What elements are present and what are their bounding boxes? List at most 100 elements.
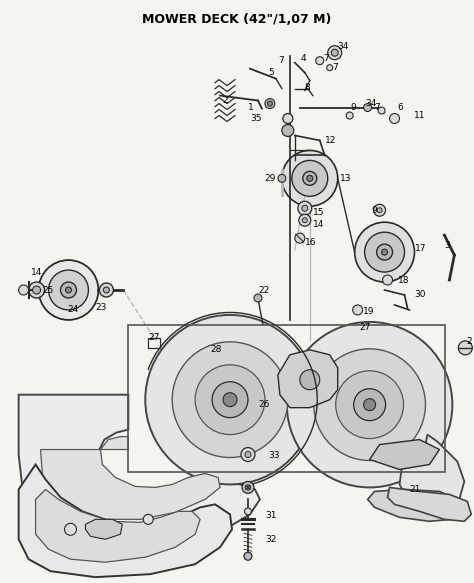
Circle shape xyxy=(65,287,72,293)
Circle shape xyxy=(364,399,375,410)
Circle shape xyxy=(195,365,265,434)
Polygon shape xyxy=(400,434,465,510)
Circle shape xyxy=(295,233,305,243)
Circle shape xyxy=(292,160,328,196)
Polygon shape xyxy=(85,519,122,539)
Text: 1: 1 xyxy=(248,103,254,112)
Circle shape xyxy=(364,104,372,111)
Circle shape xyxy=(378,107,385,114)
Circle shape xyxy=(254,294,262,302)
Circle shape xyxy=(278,174,286,182)
Circle shape xyxy=(355,222,414,282)
Circle shape xyxy=(38,260,99,320)
Circle shape xyxy=(328,45,342,59)
Circle shape xyxy=(376,244,392,260)
Text: 27: 27 xyxy=(148,333,160,342)
Circle shape xyxy=(327,65,333,71)
Circle shape xyxy=(303,171,317,185)
Text: 9: 9 xyxy=(372,206,377,215)
Circle shape xyxy=(374,204,385,216)
Text: 23: 23 xyxy=(95,304,107,312)
Circle shape xyxy=(287,322,452,487)
Circle shape xyxy=(336,371,403,438)
Circle shape xyxy=(283,114,293,124)
Polygon shape xyxy=(18,465,232,577)
Circle shape xyxy=(48,270,89,310)
Circle shape xyxy=(246,485,250,490)
Text: 28: 28 xyxy=(210,345,221,354)
Circle shape xyxy=(103,287,109,293)
Circle shape xyxy=(331,49,338,56)
Text: 3: 3 xyxy=(445,241,450,250)
Circle shape xyxy=(302,205,308,211)
Circle shape xyxy=(244,552,252,560)
Text: 14: 14 xyxy=(313,220,324,229)
Polygon shape xyxy=(278,350,337,408)
Circle shape xyxy=(299,214,311,226)
Text: 2: 2 xyxy=(466,338,472,346)
Circle shape xyxy=(33,286,41,294)
Text: 25: 25 xyxy=(43,286,54,294)
Circle shape xyxy=(241,448,255,462)
Text: 18: 18 xyxy=(398,276,409,285)
Text: 24: 24 xyxy=(67,305,79,314)
Text: 34: 34 xyxy=(337,42,349,51)
Text: 30: 30 xyxy=(414,290,426,300)
Polygon shape xyxy=(388,487,471,521)
Text: 34: 34 xyxy=(365,99,377,108)
Circle shape xyxy=(242,482,254,493)
Circle shape xyxy=(223,393,237,407)
Circle shape xyxy=(100,283,113,297)
Text: 17: 17 xyxy=(414,244,426,252)
Text: 16: 16 xyxy=(305,238,316,247)
Polygon shape xyxy=(368,489,461,521)
Circle shape xyxy=(245,451,251,458)
Circle shape xyxy=(28,282,45,298)
Text: 26: 26 xyxy=(258,400,269,409)
Polygon shape xyxy=(18,395,260,541)
Circle shape xyxy=(282,125,294,136)
Bar xyxy=(148,338,160,348)
Circle shape xyxy=(383,275,392,285)
Polygon shape xyxy=(370,440,439,469)
Text: 19: 19 xyxy=(363,307,374,317)
Circle shape xyxy=(382,249,388,255)
Circle shape xyxy=(302,217,307,223)
Text: 2: 2 xyxy=(222,96,228,105)
Text: 31: 31 xyxy=(265,511,276,520)
Text: MOWER DECK (42"/1,07 M): MOWER DECK (42"/1,07 M) xyxy=(142,13,332,26)
Circle shape xyxy=(172,342,288,458)
Circle shape xyxy=(458,341,472,355)
Circle shape xyxy=(245,508,252,515)
Text: 7: 7 xyxy=(374,103,380,112)
Text: 29: 29 xyxy=(264,174,275,183)
Circle shape xyxy=(145,315,315,484)
Text: 32: 32 xyxy=(265,535,276,544)
Circle shape xyxy=(377,208,382,213)
Circle shape xyxy=(314,349,426,461)
Text: 8: 8 xyxy=(305,83,310,92)
Text: 7: 7 xyxy=(323,54,328,63)
Circle shape xyxy=(267,101,273,106)
Text: 21: 21 xyxy=(410,485,421,494)
Circle shape xyxy=(64,524,76,535)
Circle shape xyxy=(365,232,404,272)
Text: 6: 6 xyxy=(398,103,403,112)
Bar xyxy=(128,325,446,472)
Polygon shape xyxy=(36,489,200,562)
Circle shape xyxy=(353,305,363,315)
Text: 7: 7 xyxy=(333,63,338,72)
Text: 14: 14 xyxy=(31,268,42,276)
Text: 13: 13 xyxy=(340,174,351,183)
Circle shape xyxy=(282,150,337,206)
Circle shape xyxy=(346,112,353,119)
Text: 15: 15 xyxy=(313,208,324,217)
Text: 4: 4 xyxy=(301,54,306,63)
Circle shape xyxy=(298,201,312,215)
Polygon shape xyxy=(41,437,220,519)
Circle shape xyxy=(316,57,324,65)
Text: 7: 7 xyxy=(278,56,283,65)
Text: 33: 33 xyxy=(268,451,279,460)
Text: 27: 27 xyxy=(360,324,371,332)
Circle shape xyxy=(61,282,76,298)
